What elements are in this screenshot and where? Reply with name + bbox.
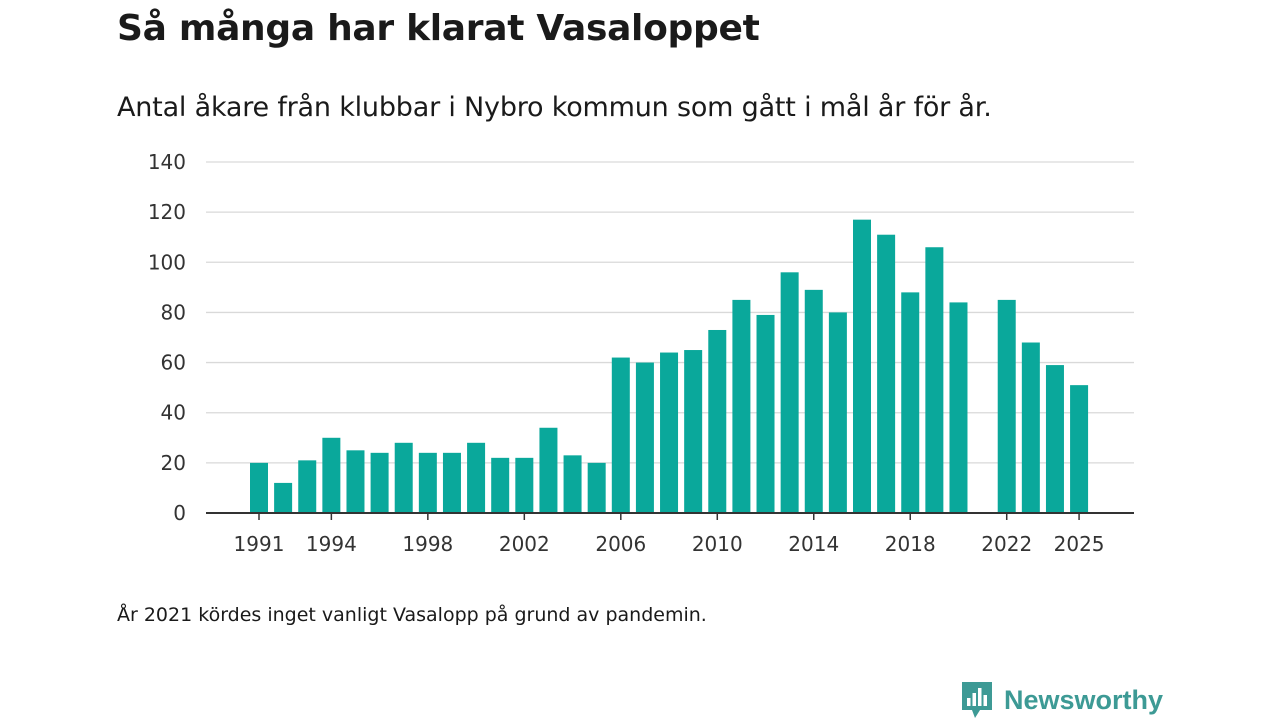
bar-2025 [1070, 385, 1089, 513]
bar-2002 [515, 457, 534, 513]
x-tick-labels: 1991 1994 1998 2002 2006 2010 2014 2018 2022 2025 [234, 532, 1105, 556]
bar-2024 [1045, 365, 1064, 513]
x-tick-label-2018: 2018 [885, 532, 936, 556]
bar-2018 [901, 292, 920, 513]
axes [206, 512, 1134, 520]
bar-2001 [491, 457, 510, 513]
chart-title: Så många har klarat Vasaloppet [117, 8, 760, 49]
bar-2010 [708, 329, 727, 513]
y-tick-label-140: 140 [148, 150, 186, 174]
bar-2022 [997, 299, 1016, 513]
bar-1992 [274, 482, 293, 513]
bar-2007 [635, 362, 654, 513]
bar-2004 [563, 455, 582, 513]
x-tick-label-1998: 1998 [402, 532, 453, 556]
bar-2013 [780, 272, 799, 513]
bar-chart: 0 20 40 60 80 100 120 140 1991 1994 1998 2002 2006 2… [148, 150, 1134, 556]
chart-bubble-icon [962, 682, 992, 718]
y-tick-label-120: 120 [148, 200, 186, 224]
bar-2016 [853, 219, 871, 513]
x-tick-label-1991: 1991 [234, 532, 285, 556]
bar-1991 [250, 462, 268, 513]
y-tick-label-40: 40 [161, 401, 186, 425]
bar-2023 [1021, 342, 1040, 513]
bar-2009 [684, 350, 703, 513]
bar-2000 [467, 442, 486, 513]
y-tick-labels: 0 20 40 60 80 100 120 140 [148, 150, 186, 525]
bar-2006 [611, 357, 630, 513]
bar-2008 [660, 352, 679, 513]
chart-subtitle: Antal åkare från klubbar i Nybro kommun … [117, 92, 992, 123]
x-tick-label-2010: 2010 [692, 532, 743, 556]
bar-1994 [322, 437, 341, 513]
bar-1996 [370, 452, 389, 513]
bar-2014 [804, 289, 823, 513]
footnote: År 2021 kördes inget vanligt Vasalopp på… [117, 604, 707, 626]
x-tick-label-2022: 2022 [981, 532, 1032, 556]
bar-2011 [732, 299, 751, 513]
bar-2017 [877, 234, 896, 513]
y-tick-label-100: 100 [148, 250, 186, 274]
bar-2012 [756, 314, 775, 513]
y-tick-label-60: 60 [161, 351, 186, 375]
bar-1993 [298, 460, 317, 513]
brand-logo: Newsworthy [960, 680, 1163, 720]
brand-name: Newsworthy [1004, 684, 1164, 715]
x-tick-label-1994: 1994 [306, 532, 357, 556]
x-tick-label-2014: 2014 [788, 532, 839, 556]
y-tick-label-20: 20 [161, 451, 186, 475]
bar-2019 [925, 247, 944, 514]
y-tick-label-80: 80 [161, 300, 186, 324]
x-tick-label-2002: 2002 [499, 532, 550, 556]
x-tick-label-2025: 2025 [1054, 532, 1105, 556]
bar-1999 [442, 452, 461, 513]
bar-1997 [394, 442, 413, 513]
bar-2005 [587, 462, 606, 513]
bar-1995 [346, 450, 365, 513]
y-tick-label-0: 0 [173, 501, 186, 525]
bars [250, 219, 1089, 514]
bar-2003 [539, 427, 558, 513]
bar-2020 [949, 302, 968, 513]
bar-2015 [828, 312, 847, 513]
x-tick-label-2006: 2006 [595, 532, 646, 556]
bar-1998 [418, 452, 437, 513]
